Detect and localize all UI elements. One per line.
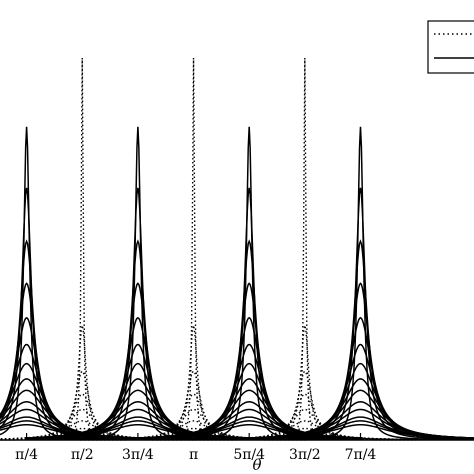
x-tick-labels: π/4 π/2 3π/4 π 5π/4 3π/2 7π/4 xyxy=(15,447,376,463)
solid-curve-peak-3-3 xyxy=(247,282,474,440)
x-tick-label: π/4 xyxy=(15,447,38,463)
x-tick-label: 3π/4 xyxy=(122,447,154,463)
solid-curve-peak-3-13 xyxy=(247,423,474,440)
x-tick-label: π/2 xyxy=(71,447,94,463)
x-tick-label: 3π/2 xyxy=(289,447,321,463)
x-tick-label: π xyxy=(189,447,198,463)
x-tick-label: 7π/4 xyxy=(345,447,377,463)
solid-curve-peak-0-4 xyxy=(0,316,140,440)
dotted-curve-peak-1-5 xyxy=(80,420,307,441)
solid-curve-peak-0-1 xyxy=(0,187,140,441)
dotted-curve-peak-2-5 xyxy=(191,420,419,441)
dotted-curve-peak-1-0 xyxy=(80,57,307,441)
solid-curve-family xyxy=(0,126,474,441)
x-ticks xyxy=(25,433,362,440)
x-tick-label: 5π/4 xyxy=(233,447,265,463)
legend-box xyxy=(427,20,474,74)
legend xyxy=(427,20,474,74)
dotted-curve-peak-0-5 xyxy=(0,420,196,441)
x-axis-label: θ xyxy=(252,456,261,474)
dotted-curve-peak-1-4 xyxy=(80,408,307,441)
dotted-curve-peak-2-0 xyxy=(191,57,419,441)
solid-curve-peak-2-3 xyxy=(135,282,363,440)
solid-curve-peak-1-3 xyxy=(24,282,252,440)
